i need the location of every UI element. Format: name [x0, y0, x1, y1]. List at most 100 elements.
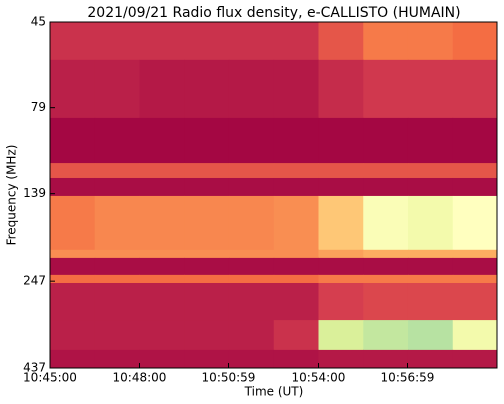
- heatmap-cell: [228, 257, 275, 276]
- heatmap-cell: [50, 320, 96, 351]
- heatmap-cell: [273, 177, 319, 197]
- x-tick-label: 10:48:00: [113, 371, 167, 385]
- heatmap-cell: [452, 249, 498, 259]
- heatmap-cell: [50, 257, 96, 276]
- heatmap-cell: [184, 257, 230, 276]
- heatmap-cell: [407, 282, 454, 321]
- heatmap-cell: [452, 274, 498, 284]
- heatmap-cell: [363, 257, 409, 276]
- heatmap-cell: [94, 257, 140, 276]
- heatmap-cell: [94, 282, 140, 321]
- heatmap-cell: [407, 249, 454, 259]
- heatmap-cell: [407, 177, 454, 197]
- heatmap-cell: [94, 163, 140, 179]
- heatmap-cell: [363, 117, 409, 164]
- heatmap-cell: [228, 117, 275, 164]
- heatmap-cell: [184, 177, 230, 197]
- heatmap-cell: [273, 274, 319, 284]
- heatmap-cell: [94, 349, 140, 369]
- heatmap-cell: [363, 320, 409, 351]
- heatmap-cell: [184, 349, 230, 369]
- heatmap-cell: [452, 117, 498, 164]
- heatmap-cell: [452, 320, 498, 351]
- heatmap-cell: [50, 117, 96, 164]
- heatmap-cell: [50, 249, 96, 259]
- heatmap-cell: [318, 349, 364, 369]
- y-tick-label: 139: [23, 186, 46, 200]
- heatmap-cell: [407, 59, 454, 119]
- heatmap-cell: [273, 320, 319, 351]
- heatmap-cell: [318, 59, 364, 119]
- heatmap-cell: [452, 177, 498, 197]
- heatmap-cell: [50, 59, 96, 119]
- heatmap-cell: [228, 320, 275, 351]
- heatmap-cell: [139, 163, 185, 179]
- y-axis-label: Frequency (MHz): [5, 145, 19, 246]
- heatmap-cell: [94, 22, 140, 61]
- heatmap-cell: [50, 177, 96, 197]
- heatmap-cell: [184, 195, 230, 251]
- heatmap-cell: [318, 22, 364, 61]
- heatmap-cell: [50, 282, 96, 321]
- heatmap-cell: [139, 195, 185, 251]
- heatmap-cell: [363, 22, 409, 61]
- heatmap-cell: [139, 320, 185, 351]
- heatmap-cell: [94, 320, 140, 351]
- y-tick-label: 79: [31, 100, 46, 114]
- heatmap-cell: [94, 249, 140, 259]
- heatmap-cell: [363, 282, 409, 321]
- heatmap-cell: [228, 163, 275, 179]
- heatmap-cell: [452, 349, 498, 369]
- heatmap-cell: [273, 249, 319, 259]
- heatmap-cell: [273, 22, 319, 61]
- heatmap-cell: [363, 163, 409, 179]
- x-axis-label: Time (UT): [244, 385, 304, 399]
- heatmap-cell: [363, 177, 409, 197]
- heatmap-cell: [273, 117, 319, 164]
- heatmap-cell: [139, 249, 185, 259]
- heatmap-cell: [50, 274, 96, 284]
- heatmap-cell: [139, 59, 185, 119]
- heatmap-cell: [407, 257, 454, 276]
- heatmap-cell: [363, 274, 409, 284]
- heatmap-cell: [228, 177, 275, 197]
- heatmap-cell: [318, 274, 364, 284]
- heatmap-cell: [273, 163, 319, 179]
- heatmap-cell: [452, 22, 498, 61]
- heatmap-cell: [363, 195, 409, 251]
- heatmap-cell: [94, 177, 140, 197]
- heatmap-cell: [184, 249, 230, 259]
- heatmap-cell: [184, 22, 230, 61]
- chart-title: 2021/09/21 Radio flux density, e-CALLIST…: [87, 5, 460, 21]
- heatmap-cell: [228, 349, 275, 369]
- heatmap-cell: [94, 117, 140, 164]
- heatmap-cell: [94, 59, 140, 119]
- heatmap-cell: [318, 249, 364, 259]
- heatmap-cell: [318, 117, 364, 164]
- heatmap-cell: [228, 195, 275, 251]
- heatmap-cell: [318, 177, 364, 197]
- plot-frame: [49, 21, 498, 369]
- heatmap-cell: [273, 282, 319, 321]
- heatmap-cell: [318, 163, 364, 179]
- heatmap-cell: [407, 22, 454, 61]
- heatmap-cell: [228, 282, 275, 321]
- heatmap-cell: [318, 282, 364, 321]
- heatmap-cell: [50, 195, 96, 251]
- heatmap-cell: [407, 320, 454, 351]
- heatmap-cell: [184, 274, 230, 284]
- heatmap-cell: [228, 59, 275, 119]
- heatmap-cell: [273, 195, 319, 251]
- heatmap-cell: [273, 349, 319, 369]
- heatmap-cell: [50, 163, 96, 179]
- heatmap-cell: [452, 195, 498, 251]
- heatmap-cell: [228, 249, 275, 259]
- heatmap-cell: [318, 257, 364, 276]
- heatmap-cell: [407, 117, 454, 164]
- x-tick-label: 10:45:00: [23, 371, 77, 385]
- heatmap-cell: [94, 195, 140, 251]
- heatmap-cell: [407, 349, 454, 369]
- heatmap-cell: [139, 282, 185, 321]
